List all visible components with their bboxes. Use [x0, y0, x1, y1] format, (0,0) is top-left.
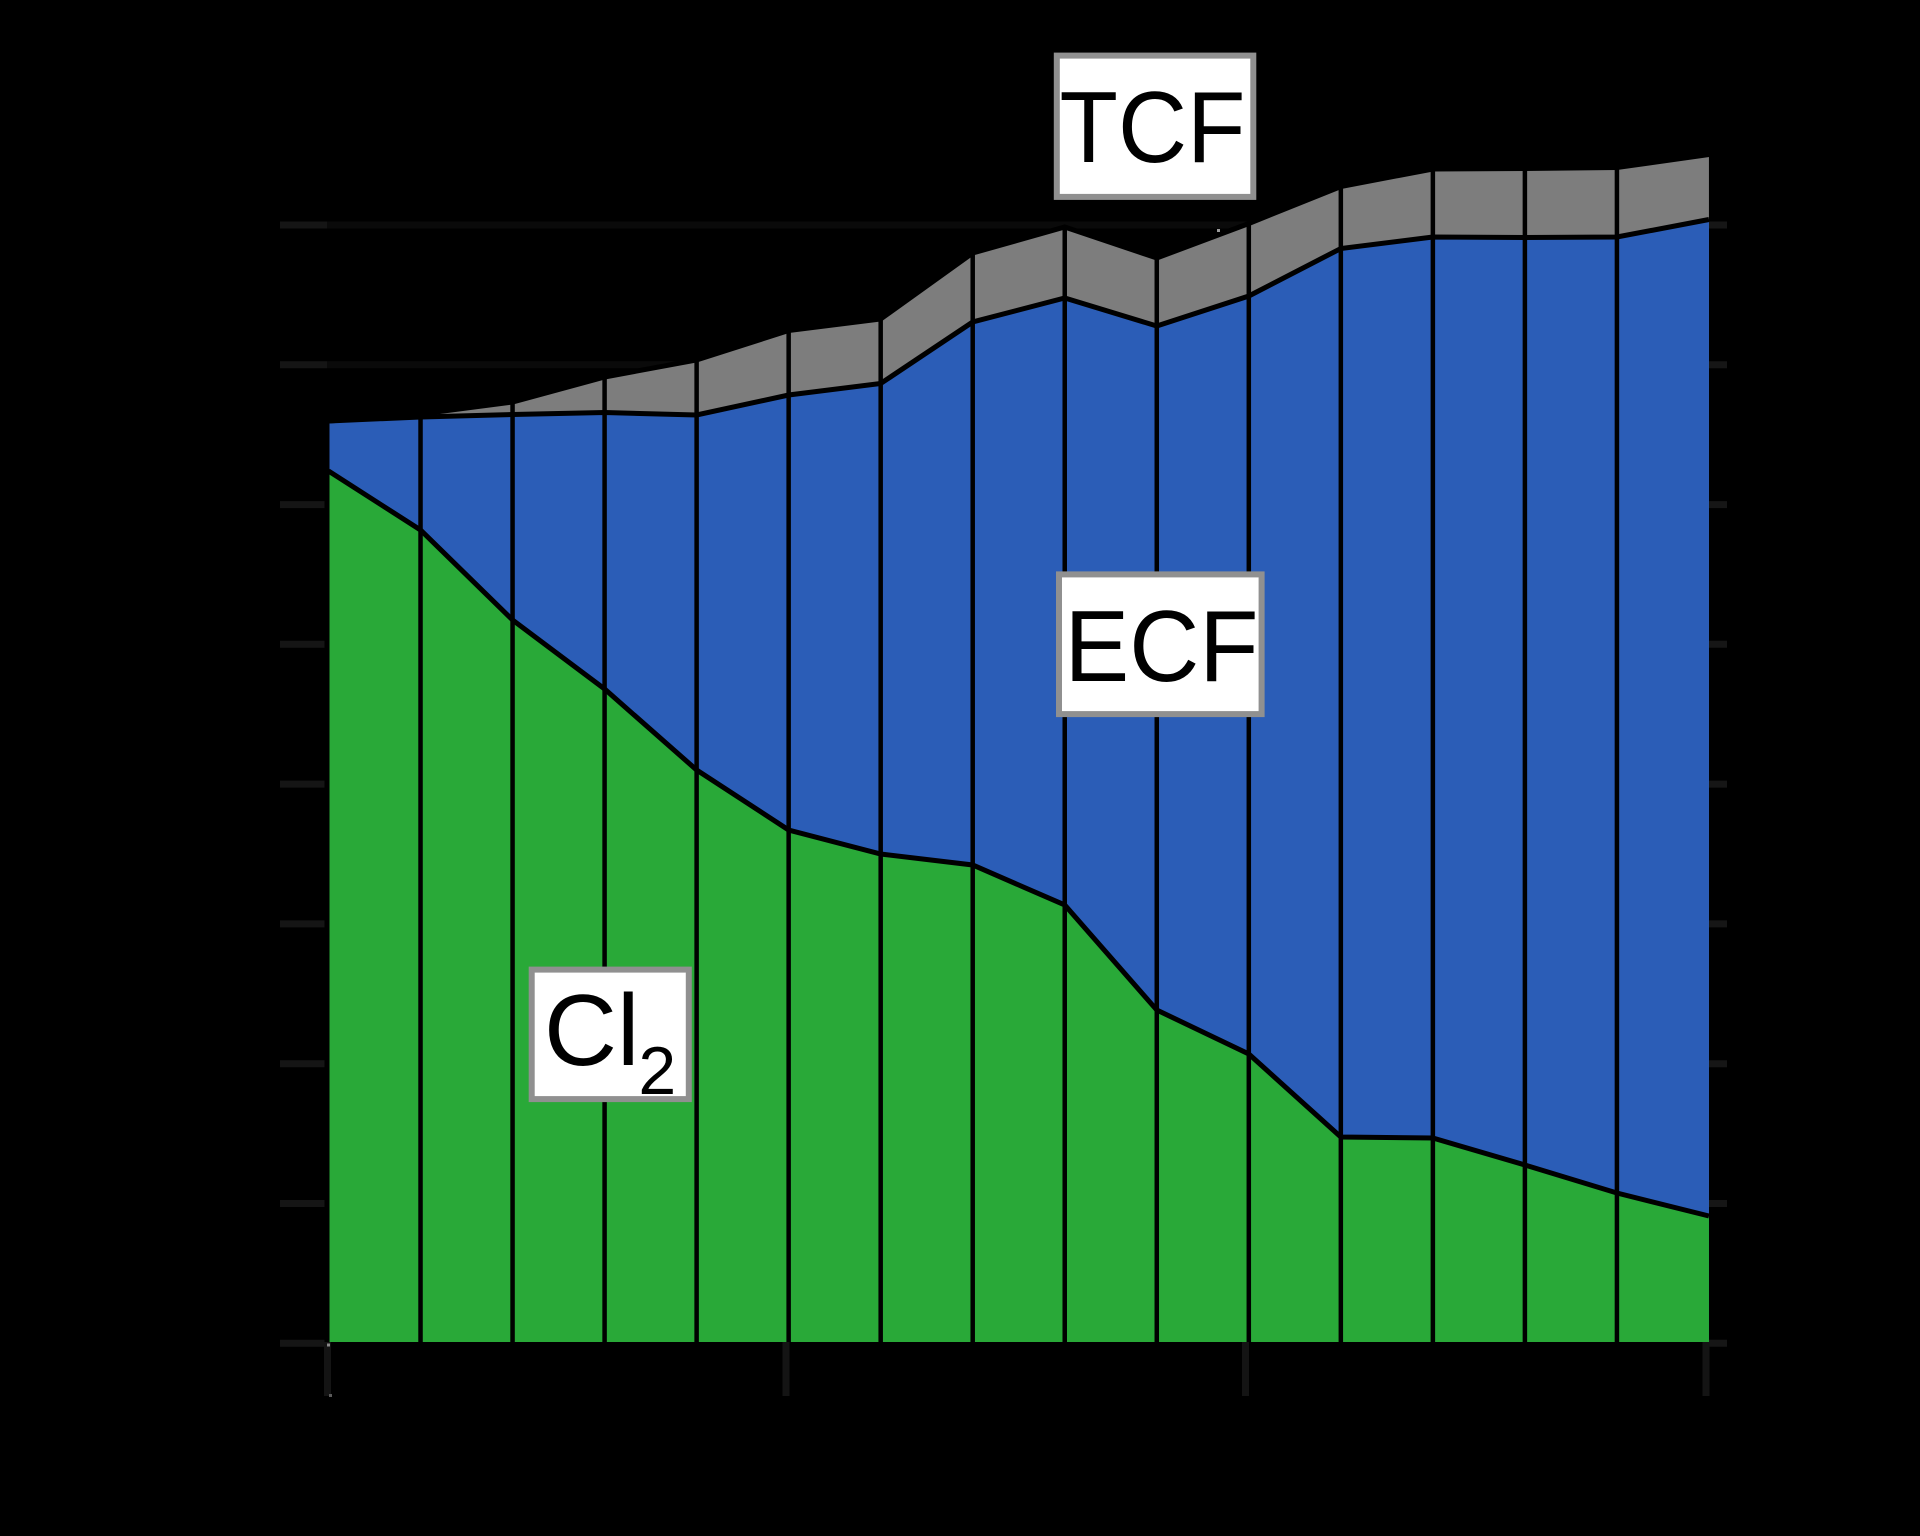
svg-text:2: 2	[638, 1033, 676, 1109]
svg-text:Cl: Cl	[544, 975, 640, 1087]
svg-text:TCF: TCF	[1060, 72, 1246, 184]
svg-text:ECF: ECF	[1065, 591, 1259, 703]
